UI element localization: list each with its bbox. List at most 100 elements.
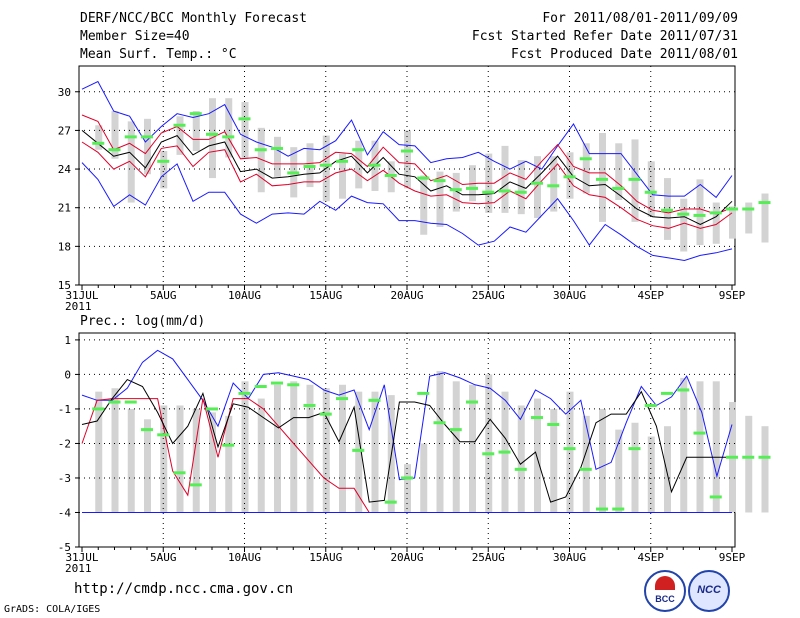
prec-year-label: 2011 — [65, 562, 92, 575]
prec-member-bar — [95, 391, 103, 513]
prec-median-marker — [124, 400, 137, 404]
prec-median-marker — [222, 443, 235, 447]
temp-member-bar — [534, 156, 541, 219]
prec-median-marker — [612, 507, 625, 511]
bcc-logo-emblem — [655, 576, 675, 590]
temp-median-marker — [157, 159, 170, 163]
temp-median-marker — [206, 132, 218, 136]
prec-x-tick-label: 15AUG — [309, 551, 342, 564]
prec-member-bar — [696, 381, 704, 513]
temp-member-bar — [680, 198, 688, 252]
prec-member-bar — [680, 377, 688, 513]
temp-median-marker — [677, 212, 690, 216]
temp-median-marker — [303, 164, 316, 168]
prec-median-marker — [108, 400, 121, 404]
temp-x-tick-label: 15AUG — [309, 289, 342, 302]
temp-series-mean — [81, 130, 733, 226]
temp-median-marker — [514, 190, 527, 194]
prec-median-marker — [547, 422, 560, 426]
temp-member-bar — [517, 160, 525, 215]
temp-member-bar — [192, 111, 200, 152]
ncc-logo-text: NCC — [697, 584, 721, 596]
prec-member-bar — [241, 381, 249, 513]
temp-median-marker — [482, 190, 495, 194]
prec-x-tick-label: 25AUG — [472, 551, 505, 564]
prec-member-bar — [436, 370, 444, 513]
prec-member-bar — [176, 405, 184, 513]
temp-member-bar — [615, 143, 623, 200]
temp-median-marker — [612, 186, 625, 190]
temp-member-bar — [160, 151, 168, 189]
temp-median-marker — [222, 135, 235, 139]
prec-median-marker — [482, 452, 495, 456]
temp-x-tick-label: 20AUG — [390, 289, 423, 302]
temp-x-tick-label: 31JUL — [65, 289, 98, 302]
temp-median-marker — [352, 148, 365, 152]
prec-member-bar — [566, 391, 574, 513]
ncc-logo: NCC — [688, 570, 730, 612]
temp-median-marker — [498, 189, 511, 193]
prec-median-marker — [628, 447, 641, 451]
prec-median-marker — [189, 483, 202, 487]
temp-median-marker — [108, 148, 121, 152]
bcc-logo-text: BCC — [655, 594, 675, 604]
temp-median-marker — [726, 207, 738, 211]
temp-y-tick-label: 30 — [58, 86, 71, 99]
prec-y-tick-label: 0 — [64, 368, 71, 381]
temp-member-bar — [696, 179, 704, 246]
temp-member-bar — [176, 116, 184, 155]
temp-median-marker — [254, 148, 267, 152]
temp-x-tick-label: 10AUG — [228, 289, 261, 302]
prec-median-marker — [238, 391, 251, 395]
prec-median-marker — [287, 383, 300, 387]
prec-median-marker — [498, 450, 511, 454]
prec-median-marker — [417, 391, 430, 395]
prec-median-marker — [661, 391, 673, 395]
prec-y-tick-label: -4 — [58, 506, 72, 519]
temp-member-bar — [355, 140, 363, 189]
prec-member-bar — [322, 388, 330, 513]
prec-median-marker — [596, 507, 608, 511]
temp-member-bar — [452, 172, 460, 212]
prec-median-marker — [433, 421, 446, 425]
prec-member-bar — [209, 412, 216, 513]
prec-member-bar — [469, 384, 476, 513]
prec-member-bar — [127, 408, 135, 513]
temp-y-tick-label: 15 — [58, 279, 71, 292]
temp-member-bar — [127, 121, 135, 203]
prec-median-marker — [303, 403, 316, 407]
member-size: Member Size=40 — [80, 29, 190, 44]
temp-y-tick-label: 18 — [58, 240, 71, 253]
prec-member-bar — [631, 422, 639, 513]
temp-median-marker — [271, 146, 283, 150]
prec-y-tick-label: -1 — [58, 403, 71, 416]
bcc-logo: BCC — [644, 570, 686, 612]
temp-median-marker — [693, 213, 706, 217]
temp-member-bar — [404, 130, 411, 189]
temp-member-bar — [111, 111, 119, 159]
prec-median-marker — [693, 431, 706, 435]
prec-y-tick-label: -5 — [58, 541, 71, 554]
prec-x-tick-label: 9SEP — [719, 551, 746, 564]
prec-panel-title: Prec.: log(mm/d) — [80, 314, 205, 329]
prec-member-bar — [339, 384, 346, 513]
temp-median-marker — [401, 149, 413, 153]
temp-series-min — [81, 162, 733, 262]
temp-median-marker — [709, 211, 722, 215]
prec-median-marker — [579, 467, 592, 471]
temp-member-bar — [274, 136, 281, 177]
prec-member-bar — [420, 443, 428, 513]
prec-median-marker — [726, 455, 738, 459]
prec-median-marker — [141, 428, 153, 432]
temp-median-marker — [368, 163, 381, 167]
source-url[interactable]: http://cmdp.ncc.cma.gov.cn — [74, 581, 294, 597]
prec-member-bar — [534, 398, 541, 513]
temp-median-marker — [596, 177, 608, 181]
variable-label: Mean Surf. Temp.: °C — [80, 47, 237, 62]
temp-median-marker — [319, 163, 332, 167]
prec-y-tick-label: -2 — [58, 437, 71, 450]
prec-member-bar — [761, 426, 769, 513]
prec-x-tick-label: 10AUG — [228, 551, 261, 564]
temp-median-marker — [189, 112, 202, 116]
